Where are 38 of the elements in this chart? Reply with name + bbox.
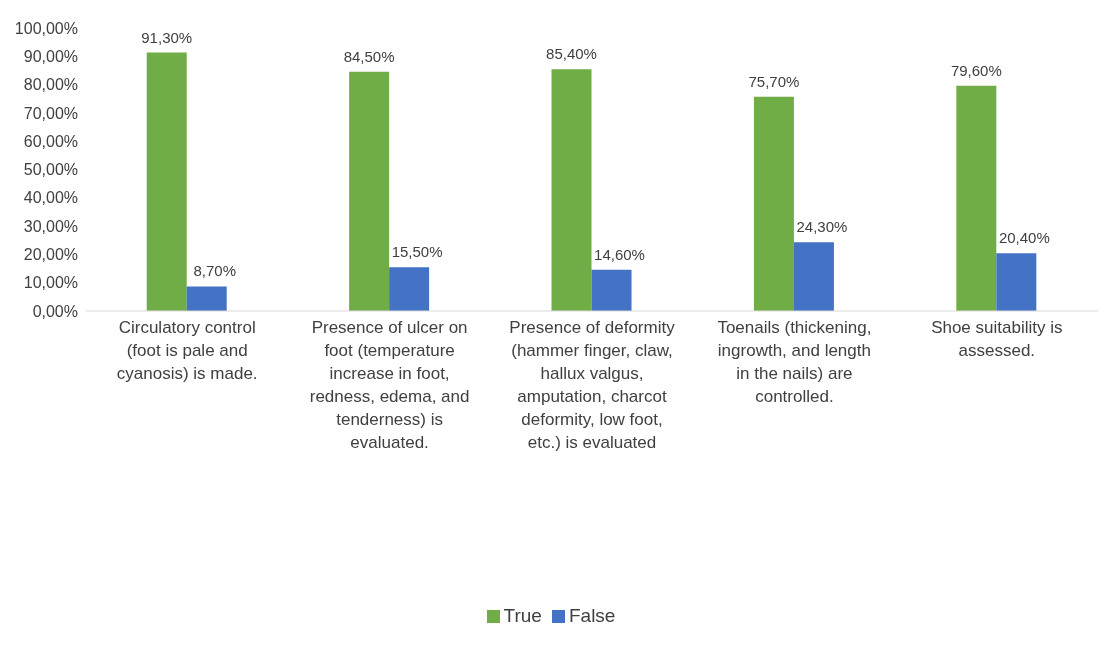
bar [186, 286, 227, 311]
y-tick-label: 40,00% [23, 189, 78, 207]
data-label: 14,60% [594, 245, 645, 263]
y-tick-label: 30,00% [23, 217, 78, 235]
y-tick-label: 70,00% [23, 104, 78, 122]
bar [996, 253, 1037, 311]
y-tick-label: 0,00% [32, 302, 78, 320]
data-label: 15,50% [391, 243, 443, 261]
data-label: 8,70% [193, 262, 236, 280]
y-tick-label: 50,00% [23, 161, 78, 179]
y-tick-label: 90,00% [23, 47, 78, 65]
bar [146, 52, 187, 311]
data-label: 20,40% [998, 229, 1050, 247]
bar [349, 71, 390, 311]
bar [956, 85, 997, 311]
data-label: 85,40% [546, 45, 597, 63]
x-tick-label: Circulatory control (foot is pale and cyanosis) is made. [116, 318, 258, 383]
x-tick-label: Presence of ulcer on foot (temperature increase in foot, redness, edema, and tenderness) is evaluated. [309, 318, 470, 452]
bar [551, 69, 592, 311]
x-tick-label: Toenails (thickening, ingrowth, and length in the nails) are controlled. [717, 318, 872, 406]
bar [591, 269, 632, 311]
x-tick-label: Presence of deformity (hammer finger, claw, hallux valgus, amputation, charcot deformity, low foot, etc.) is evaluated [509, 318, 676, 452]
legend-label: False [568, 605, 616, 626]
data-label: 24,30% [796, 218, 848, 236]
data-label: 79,60% [950, 61, 1002, 79]
bar [753, 96, 794, 311]
bar [389, 267, 430, 311]
data-label: 91,30% [141, 28, 193, 46]
data-label: 84,50% [343, 47, 395, 65]
y-tick-label: 20,00% [23, 246, 78, 264]
y-tick-label: 100,00% [14, 19, 78, 37]
y-tick-label: 10,00% [23, 274, 78, 292]
legend-label: True [503, 605, 542, 626]
data-label: 75,70% [748, 72, 800, 90]
y-tick-label: 80,00% [23, 76, 78, 94]
bar [793, 242, 834, 311]
y-tick-label: 60,00% [23, 132, 78, 150]
x-tick-label: Shoe suitability is assessed. [931, 318, 1063, 360]
